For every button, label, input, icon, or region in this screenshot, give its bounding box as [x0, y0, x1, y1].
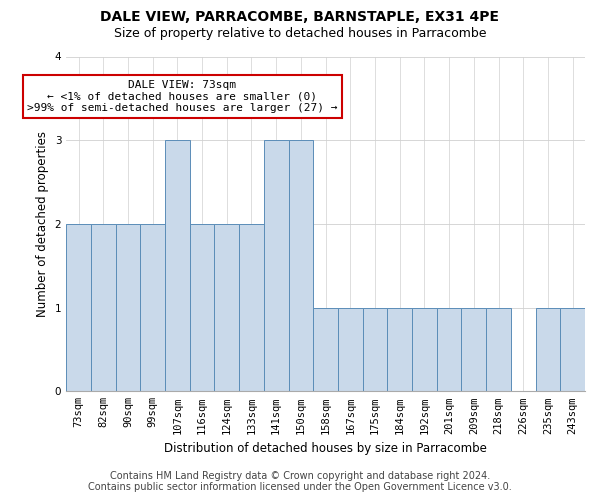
Bar — [412, 308, 437, 392]
Bar — [437, 308, 461, 392]
Bar — [461, 308, 486, 392]
Bar — [190, 224, 214, 392]
Text: Contains HM Land Registry data © Crown copyright and database right 2024.
Contai: Contains HM Land Registry data © Crown c… — [88, 471, 512, 492]
Bar — [91, 224, 116, 392]
Bar — [338, 308, 362, 392]
Bar — [214, 224, 239, 392]
Bar — [313, 308, 338, 392]
Bar — [289, 140, 313, 392]
Text: Size of property relative to detached houses in Parracombe: Size of property relative to detached ho… — [114, 28, 486, 40]
Y-axis label: Number of detached properties: Number of detached properties — [36, 131, 49, 317]
Bar — [486, 308, 511, 392]
Bar — [388, 308, 412, 392]
Bar — [140, 224, 165, 392]
Text: DALE VIEW, PARRACOMBE, BARNSTAPLE, EX31 4PE: DALE VIEW, PARRACOMBE, BARNSTAPLE, EX31 … — [101, 10, 499, 24]
Text: DALE VIEW: 73sqm
← <1% of detached houses are smaller (0)
>99% of semi-detached : DALE VIEW: 73sqm ← <1% of detached house… — [27, 80, 338, 113]
Bar — [66, 224, 91, 392]
Bar — [239, 224, 264, 392]
Bar — [362, 308, 388, 392]
Bar — [264, 140, 289, 392]
Bar — [536, 308, 560, 392]
X-axis label: Distribution of detached houses by size in Parracombe: Distribution of detached houses by size … — [164, 442, 487, 455]
Bar — [560, 308, 585, 392]
Bar — [165, 140, 190, 392]
Bar — [116, 224, 140, 392]
